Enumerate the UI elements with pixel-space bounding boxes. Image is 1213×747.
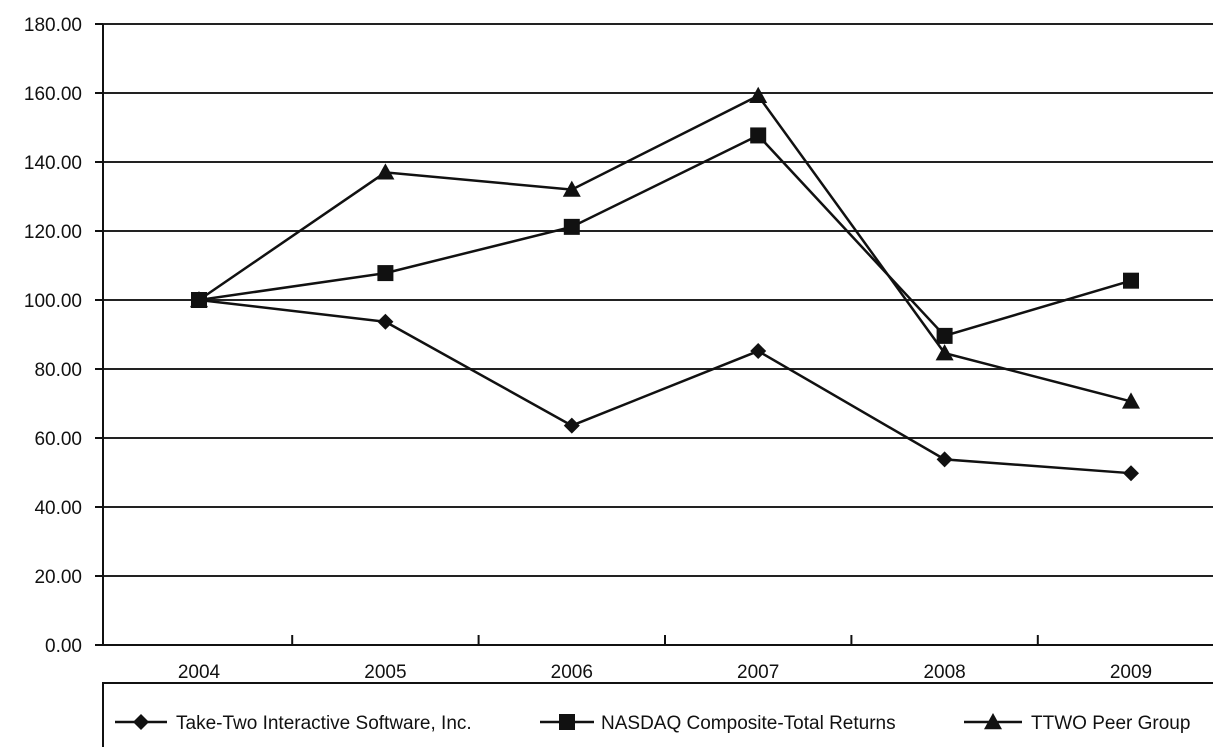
y-tick-label: 180.00	[24, 15, 82, 36]
series-line-take-two	[198, 298, 1132, 475]
data-point-nasdaq	[936, 327, 953, 344]
x-tick-label: 2004	[178, 662, 221, 683]
data-point-peer-group	[190, 291, 208, 308]
data-point-nasdaq	[1123, 272, 1139, 289]
data-point-peer-group	[562, 180, 581, 197]
legend-marker-nasdaq	[559, 714, 575, 730]
y-tick-label: 20.00	[34, 567, 82, 588]
legend-label-take-two: Take-Two Interactive Software, Inc.	[176, 713, 472, 734]
data-point-take-two	[1123, 465, 1139, 482]
y-tick-labels: 0.00 20.00 40.00 60.00 80.00 100.00 120.00 140.…	[24, 15, 82, 657]
data-point-take-two	[563, 417, 580, 434]
data-point-take-two	[750, 343, 767, 360]
legend-label-peer-group: TTWO Peer Group	[1031, 713, 1190, 734]
x-tick-label: 2009	[1110, 662, 1152, 683]
legend-box	[102, 682, 1213, 747]
y-tick-label: 100.00	[24, 291, 82, 312]
series-line-nasdaq	[198, 133, 1132, 338]
grid-lines	[103, 23, 1213, 577]
data-point-peer-group	[376, 163, 395, 180]
x-tick-label: 2005	[364, 662, 406, 683]
series-take-two	[191, 292, 1139, 482]
y-tick-label: 80.00	[34, 360, 82, 381]
y-tick-label: 0.00	[45, 636, 82, 657]
series-nasdaq	[191, 127, 1139, 344]
x-tick-label: 2007	[737, 662, 779, 683]
legend-item-nasdaq: NASDAQ Composite-Total Returns	[540, 713, 896, 734]
series-lines	[190, 86, 1140, 482]
data-point-take-two	[377, 313, 394, 330]
legend-marker-take-two	[133, 714, 149, 730]
data-point-nasdaq	[377, 265, 394, 282]
x-tick-label: 2006	[551, 662, 593, 683]
data-point-peer-group	[1122, 392, 1140, 409]
y-tick-label: 40.00	[34, 498, 82, 519]
legend-item-peer-group: TTWO Peer Group	[964, 713, 1190, 734]
y-tick-label: 60.00	[34, 429, 82, 450]
y-tick-label: 120.00	[24, 222, 82, 243]
data-point-take-two	[936, 451, 953, 468]
legend-item-take-two: Take-Two Interactive Software, Inc.	[115, 713, 472, 734]
legend-label-nasdaq: NASDAQ Composite-Total Returns	[601, 713, 896, 734]
legend-marker-peer-group	[984, 713, 1002, 730]
x-tick-label: 2008	[923, 662, 965, 683]
data-point-peer-group	[749, 86, 768, 103]
y-tick-label: 160.00	[24, 84, 82, 105]
axes	[95, 23, 1213, 646]
y-tick-label: 140.00	[24, 153, 82, 174]
data-point-nasdaq	[750, 127, 767, 144]
legend: Take-Two Interactive Software, Inc. NASD…	[102, 682, 1213, 747]
series-peer-group	[190, 86, 1140, 409]
data-point-peer-group	[935, 344, 954, 361]
x-tick-labels: 2004 2005 2006 2007 2008 2009	[178, 662, 1152, 683]
series-line-peer-group	[198, 94, 1132, 403]
data-point-nasdaq	[563, 218, 580, 235]
